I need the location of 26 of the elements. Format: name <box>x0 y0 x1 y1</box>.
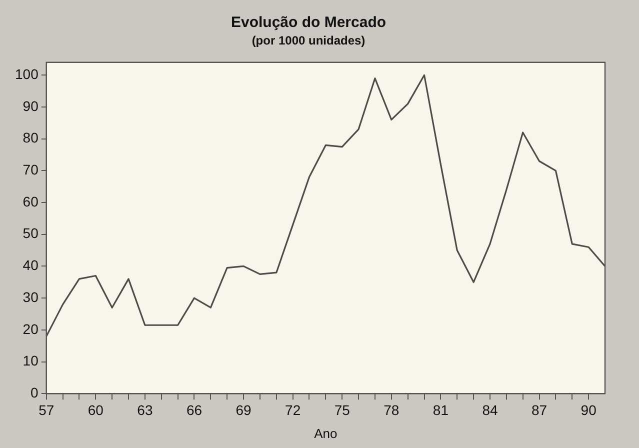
x-tick-label: 90 <box>580 402 597 418</box>
x-tick-label: 57 <box>38 402 54 418</box>
y-tick-label: 70 <box>22 162 39 178</box>
y-tick-label: 10 <box>22 352 39 369</box>
x-tick-label: 69 <box>236 402 252 418</box>
x-tick-label: 81 <box>432 402 449 418</box>
y-tick-label: 60 <box>22 193 39 210</box>
y-tick-label: 20 <box>22 320 39 337</box>
x-tick-label: 66 <box>186 402 202 418</box>
y-tick-label: 40 <box>22 257 39 274</box>
y-tick-label: 30 <box>22 288 39 305</box>
x-axis-title: Ano <box>314 426 338 441</box>
x-tick-label: 87 <box>531 402 548 418</box>
chart-subtitle: (por 1000 unidades) <box>252 34 366 48</box>
y-tick-label: 80 <box>22 130 39 146</box>
x-tick-label: 72 <box>285 402 301 418</box>
x-tick-label: 60 <box>88 402 104 418</box>
y-tick-label: 100 <box>15 66 39 82</box>
y-tick-label: 90 <box>22 98 39 114</box>
x-tick-label: 63 <box>137 402 153 418</box>
y-tick-label: 0 <box>30 384 39 400</box>
x-tick-label: 75 <box>334 402 350 418</box>
y-tick-label: 50 <box>22 225 39 242</box>
chart-title: Evolução do Mercado <box>230 14 386 32</box>
x-tick-label: 78 <box>384 402 400 418</box>
x-tick-label: 84 <box>482 402 498 418</box>
